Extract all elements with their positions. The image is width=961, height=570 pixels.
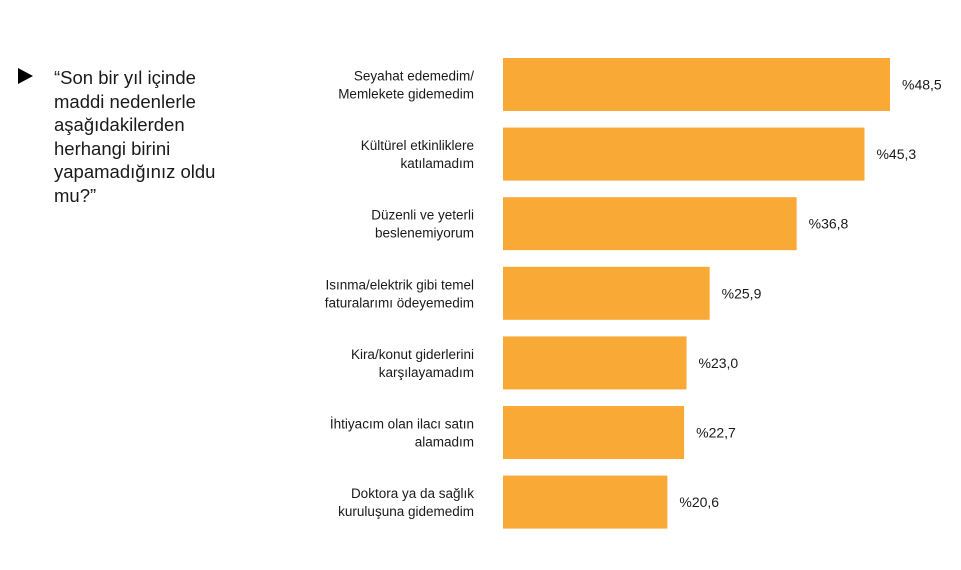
category-label-1: Seyahat edemedim/Memlekete gidemedim [338, 69, 474, 102]
bar-7 [503, 475, 668, 529]
value-label-6: %22,7 [696, 425, 736, 441]
bar-1 [503, 58, 890, 111]
category-label-5: Kira/konut giderlerini karşılayamadım [351, 347, 474, 380]
bar-4 [503, 266, 710, 320]
value-label-3: %36,8 [809, 216, 849, 232]
bar-5 [503, 336, 687, 390]
value-label-4: %25,9 [722, 285, 762, 301]
bar-3 [503, 197, 797, 251]
value-label-5: %23,0 [699, 355, 739, 371]
bar-2 [503, 127, 865, 181]
category-label-6: İhtiyacım olan ilacı satın alamadım [330, 417, 474, 450]
category-label-4: Isınma/elektrik gibi temel faturalarımı ö… [325, 277, 474, 310]
value-label-2: %45,3 [876, 146, 916, 162]
category-label-7: Doktora ya da sağlık kuruluşuna gidemedim [338, 486, 474, 519]
category-label-2: Kültürel etkinliklere katılamadım [361, 138, 474, 171]
triangle-bullet-icon [18, 68, 33, 84]
bar-6 [503, 406, 685, 459]
category-label-3: Düzenli ve yeterli beslenemiyorum [371, 208, 474, 241]
value-label-7: %20,6 [679, 494, 719, 510]
survey-question: “Son bir yıl içinde maddi nedenlerle aşa… [54, 67, 216, 206]
value-label-1: %48,5 [902, 77, 942, 93]
